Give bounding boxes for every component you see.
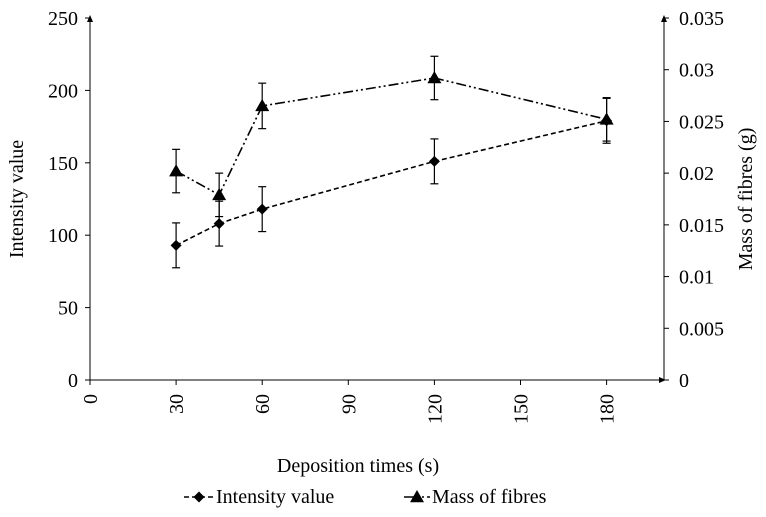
x-tick-label: 150 xyxy=(511,394,533,424)
ticks: 0 50 100 150 200 250 0 0.005 0.01 0.015 0.02 0.025 0… xyxy=(48,8,724,424)
y2-tick-label: 0.025 xyxy=(679,111,724,133)
y-tick-label: 50 xyxy=(58,298,78,320)
legend-marker xyxy=(410,490,424,503)
data-point xyxy=(428,155,440,167)
data-point xyxy=(599,112,614,125)
data-point xyxy=(427,70,442,84)
y2-tick-label: 0.035 xyxy=(679,8,724,30)
series-line xyxy=(175,77,607,196)
x-tick-label: 90 xyxy=(338,394,360,414)
series-mass xyxy=(169,55,614,218)
y2-tick-label: 0 xyxy=(679,370,689,392)
series-line xyxy=(175,120,607,247)
data-point xyxy=(213,218,225,230)
data-point xyxy=(256,203,268,215)
y-tick-label: 150 xyxy=(48,153,78,175)
x-axis-title: Deposition times (s) xyxy=(277,455,439,477)
axes xyxy=(87,15,667,383)
data-point xyxy=(212,187,227,201)
data-point xyxy=(169,164,184,177)
data-point xyxy=(255,98,270,112)
legend-marker xyxy=(193,491,205,503)
y2-tick-label: 0.02 xyxy=(679,163,714,185)
legend: Intensity value Mass of fibres xyxy=(184,486,547,508)
y-tick-label: 250 xyxy=(48,8,78,30)
legend-label: Intensity value xyxy=(216,486,334,508)
x-tick-label: 0 xyxy=(80,394,102,404)
y-tick-label: 100 xyxy=(48,225,78,247)
x-tick-label: 60 xyxy=(252,394,274,414)
x-tick-label: 30 xyxy=(166,394,188,414)
legend-item: Mass of fibres xyxy=(404,486,547,508)
x-tick-label: 120 xyxy=(424,394,446,424)
x-axis-arrow xyxy=(659,377,666,383)
y2-tick-label: 0.005 xyxy=(679,318,724,340)
series-layer xyxy=(169,55,614,269)
y2-axis-title: Mass of fibres (g) xyxy=(735,128,757,271)
legend-item: Intensity value xyxy=(184,486,334,508)
y-tick-label: 200 xyxy=(48,80,78,102)
legend-label: Mass of fibres xyxy=(432,486,547,508)
y2-tick-label: 0.01 xyxy=(679,267,714,289)
y2-tick-label: 0.03 xyxy=(679,60,714,82)
data-point xyxy=(170,239,182,251)
y-axis-title: Intensity value xyxy=(6,140,28,258)
y-tick-label: 0 xyxy=(68,370,78,392)
series-intensity xyxy=(170,97,613,269)
y2-tick-label: 0.015 xyxy=(679,215,724,237)
x-tick-label: 180 xyxy=(597,394,619,424)
